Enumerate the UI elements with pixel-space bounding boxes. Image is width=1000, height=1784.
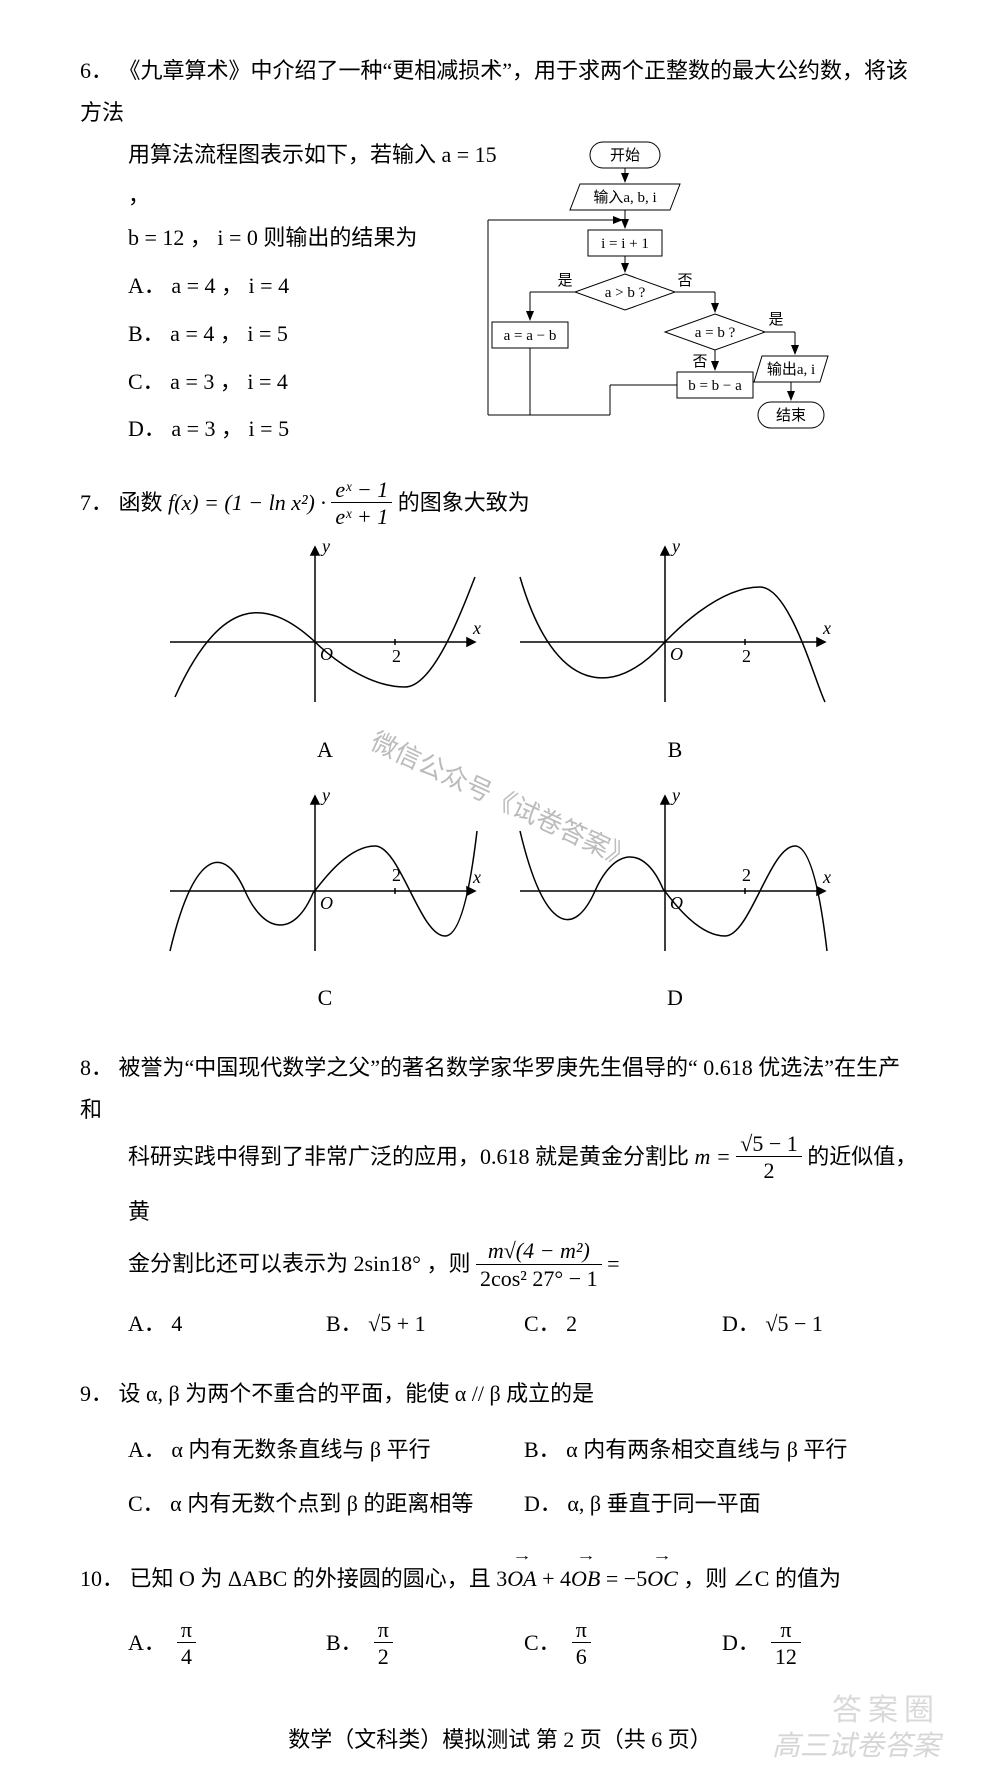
q9-opt-a: A． α 内有无数条直线与 β 平行 (128, 1429, 524, 1471)
svg-text:2: 2 (392, 865, 401, 885)
vec-oc: OC (647, 1558, 678, 1600)
question-7: 7． 函数 f(x) = (1 − ln x²) · eˣ − 1 eˣ + 1… (80, 478, 920, 1019)
q7-charts: yx O2 A (80, 542, 920, 1019)
svg-text:是: 是 (768, 312, 783, 328)
svg-text:x: x (472, 618, 481, 638)
q6-opt-b: B． a = 4 ， i = 5 (128, 313, 500, 355)
q9-opt-d: D． α, β 垂直于同一平面 (524, 1483, 920, 1525)
q8-number: 8． (80, 1055, 113, 1080)
watermark-bottom: 高三试卷答案 (772, 1724, 940, 1764)
q10-opt-b: B． π2 (326, 1618, 524, 1672)
svg-text:O: O (320, 644, 333, 664)
q9-number: 9． (80, 1381, 113, 1406)
q8-options: A． 4 B． √5 + 1 C． 2 D． √5 − 1 (80, 1303, 920, 1345)
q7-text2: 的图象大致为 (398, 490, 530, 515)
q9-opt-c: C． α 内有无数个点到 β 的距离相等 (128, 1483, 524, 1525)
q6-line2: 用算法流程图表示如下，若输入 a = 15 ， (80, 134, 500, 218)
svg-text:开始: 开始 (610, 147, 640, 164)
svg-text:2: 2 (742, 865, 751, 885)
q10-opt-c: C． π6 (524, 1618, 722, 1672)
chart-d: yx O2 D (515, 791, 835, 1020)
q6-number: 6． (80, 58, 113, 83)
svg-text:a > b ?: a > b ? (605, 285, 646, 301)
svg-text:是: 是 (557, 273, 572, 289)
q7-fn: f(x) = (1 − ln x²) · (168, 490, 331, 515)
q8-line1: 被誉为“中国现代数学之父”的著名数学家华罗庚先生倡导的“ 0.618 优选法”在… (80, 1055, 900, 1122)
svg-text:a = a − b: a = a − b (504, 328, 557, 344)
q10-opt-d: D． π12 (722, 1618, 920, 1672)
flowchart-diagram: 开始 输入a, b, i i = i + 1 a > b ? 是 否 (480, 140, 830, 450)
q8-m-frac: √5 − 1 2 (736, 1132, 801, 1186)
svg-text:O: O (670, 893, 683, 913)
q8-opt-d: D． √5 − 1 (722, 1303, 920, 1345)
svg-text:x: x (822, 867, 831, 887)
q10-number: 10． (80, 1566, 124, 1591)
vec-oa: OA (507, 1558, 536, 1600)
q8-big-frac: m√(4 − m²) 2cos² 27° − 1 (476, 1239, 602, 1293)
q8-opt-c: C． 2 (524, 1303, 722, 1345)
q9-text: 设 α, β 为两个不重合的平面，能使 α // β 成立的是 (119, 1381, 595, 1406)
svg-text:y: y (320, 791, 330, 805)
svg-text:i = i + 1: i = i + 1 (601, 236, 649, 252)
q8-opt-b: B． √5 + 1 (326, 1303, 524, 1345)
svg-text:x: x (822, 618, 831, 638)
svg-text:否: 否 (677, 273, 692, 289)
svg-text:y: y (320, 542, 330, 556)
q6-line3: b = 12 ， i = 0 则输出的结果为 (80, 217, 500, 259)
svg-text:O: O (320, 893, 333, 913)
q9-opt-b: B． α 内有两条相交直线与 β 平行 (524, 1429, 920, 1471)
vec-ob: OB (571, 1558, 600, 1600)
svg-text:结束: 结束 (776, 407, 806, 424)
q6-opt-a: A． a = 4 ， i = 4 (128, 265, 500, 307)
question-10: 10． 已知 O 为 ΔABC 的外接圆的圆心，且 3OA + 4OB = −5… (80, 1558, 920, 1672)
chart-a: yx O2 A (165, 542, 485, 771)
q10-text1: 已知 O 为 ΔABC 的外接圆的圆心，且 3 (130, 1566, 508, 1591)
chart-c: yx O2 C (165, 791, 485, 1020)
q7-frac: eˣ − 1 eˣ + 1 (331, 478, 392, 532)
svg-text:a = b ?: a = b ? (695, 325, 736, 341)
q6-opt-d: D． a = 3 ， i = 5 (128, 408, 500, 450)
svg-text:否: 否 (692, 354, 707, 370)
svg-text:O: O (670, 644, 683, 664)
q7-number: 7． (80, 490, 113, 515)
svg-text:输入a, b, i: 输入a, b, i (593, 189, 656, 206)
svg-text:y: y (670, 542, 680, 556)
svg-text:输出a, i: 输出a, i (767, 361, 815, 378)
chart-b: yx O2 B (515, 542, 835, 771)
question-6: 6． 《九章算术》中介绍了一种“更相减损术”，用于求两个正整数的最大公约数，将该… (80, 50, 920, 450)
q8-line2: 科研实践中得到了非常广泛的应用，0.618 就是黄金分割比 m = √5 − 1… (80, 1131, 920, 1239)
q8-opt-a: A． 4 (128, 1303, 326, 1345)
q10-opt-a: A． π4 (128, 1618, 326, 1672)
svg-text:2: 2 (392, 646, 401, 666)
svg-text:2: 2 (742, 646, 751, 666)
svg-text:y: y (670, 791, 680, 805)
q7-text: 函数 (119, 490, 169, 515)
watermark-logo: 答案圈 (832, 1685, 940, 1729)
svg-text:b = b − a: b = b − a (688, 378, 742, 394)
q6-line1: 《九章算术》中介绍了一种“更相减损术”，用于求两个正整数的最大公约数，将该方法 (80, 58, 908, 125)
question-8: 8． 被誉为“中国现代数学之父”的著名数学家华罗庚先生倡导的“ 0.618 优选… (80, 1047, 920, 1345)
svg-text:x: x (472, 867, 481, 887)
question-9: 9． 设 α, β 为两个不重合的平面，能使 α // β 成立的是 A． α … (80, 1373, 920, 1530)
q8-line3: 金分割比还可以表示为 2sin18° ，则 m√(4 − m²) 2cos² 2… (80, 1238, 920, 1293)
q10-options: A． π4 B． π2 C． π6 D． π12 (80, 1618, 920, 1672)
q6-opt-c: C． a = 3 ， i = 4 (128, 361, 500, 403)
q10-text2: ，则 ∠C 的值为 (678, 1566, 841, 1591)
